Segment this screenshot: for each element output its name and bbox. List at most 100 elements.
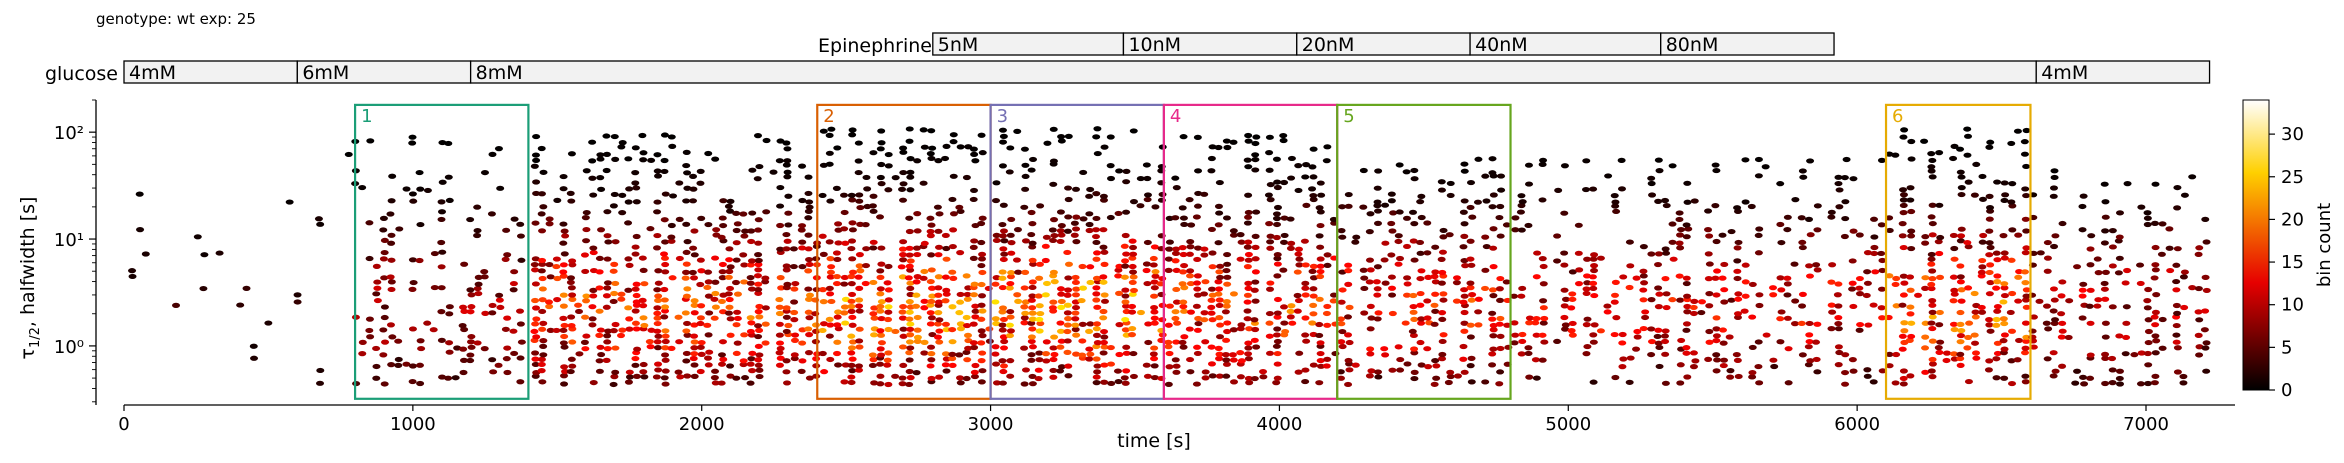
- hexbin-cell: [2173, 310, 2182, 316]
- hexbin-cell: [761, 279, 770, 285]
- hexbin-cell: [1488, 362, 1497, 368]
- hexbin-cell: [934, 285, 943, 291]
- hexbin-cell: [1899, 192, 1908, 198]
- hexbin-cell: [1791, 197, 1800, 203]
- hexbin-cell: [1323, 262, 1332, 269]
- hexbin-cell: [1323, 144, 1332, 150]
- hexbin-cell: [1007, 240, 1016, 246]
- hexbin-cell: [2014, 298, 2023, 304]
- hexbin-cell: [1705, 291, 1714, 297]
- hexbin-cell: [236, 302, 245, 308]
- hexbin-cell: [633, 346, 642, 352]
- hexbin-cell: [631, 170, 640, 176]
- hexbin-cell: [682, 162, 691, 169]
- hexbin-cell: [1511, 215, 1520, 221]
- hexbin-cell: [502, 356, 511, 362]
- hexbin-cell: [610, 133, 619, 140]
- hexbin-cell: [1308, 186, 1317, 192]
- hexbin-cell: [725, 257, 734, 263]
- hexbin-cell: [1036, 310, 1045, 317]
- hexbin-cell: [1243, 157, 1252, 163]
- hexbin-cell: [1870, 216, 1879, 222]
- hexbin-cell: [1855, 327, 1864, 333]
- hexbin-cell: [1063, 302, 1072, 308]
- hexbin-cell: [739, 211, 748, 217]
- hexbin-cell: [1813, 321, 1822, 327]
- hexbin-cell: [818, 233, 827, 239]
- hexbin-cell: [1416, 302, 1425, 308]
- hexbin-cell: [2201, 274, 2210, 280]
- hexbin-cell: [1489, 346, 1498, 352]
- hexbin-cell: [1641, 314, 1650, 321]
- hexbin-cell: [1524, 162, 1533, 168]
- hexbin-cell: [604, 239, 613, 245]
- hexbin-cell: [1171, 215, 1180, 221]
- hexbin-cell: [791, 332, 800, 338]
- hexbin-cell: [1741, 157, 1750, 163]
- hexbin-cell: [1733, 245, 1742, 251]
- hexbin-cell: [1107, 175, 1116, 182]
- hexbin-cell: [1661, 351, 1670, 357]
- hexbin-cell: [992, 197, 1001, 204]
- hexbin-cell: [941, 232, 950, 239]
- hexbin-cell: [595, 285, 604, 291]
- hexbin-cell: [1079, 169, 1088, 176]
- hexbin-cell: [1251, 298, 1260, 304]
- hexbin-cell: [848, 314, 857, 320]
- hexbin-cell: [2143, 215, 2152, 221]
- hexbin-cell: [402, 186, 411, 192]
- hexbin-cell: [474, 290, 483, 297]
- hexbin-cell: [1553, 258, 1562, 264]
- hexbin-cell: [387, 362, 396, 368]
- hexbin-cell: [1906, 274, 1915, 280]
- hexbin-cell: [1560, 314, 1569, 321]
- hexbin-cell: [1021, 269, 1030, 275]
- x-ticks: 0 1000 2000 3000 4000 5000 6000 7000: [118, 405, 2169, 435]
- hexbin-cell: [1078, 352, 1087, 358]
- hexbin-cell: [847, 333, 856, 339]
- hexbin-cell: [1013, 128, 1022, 134]
- hexbin-cell: [1142, 267, 1151, 274]
- hexbin-cell: [467, 304, 476, 310]
- hexbin-cell: [1000, 338, 1009, 345]
- hexbin-cell: [1028, 279, 1037, 285]
- hexbin-cell: [725, 296, 734, 303]
- hexbin-cell: [690, 322, 699, 328]
- hexbin-cell: [746, 380, 755, 386]
- hexbin-cell: [1964, 378, 1973, 385]
- hexbin-cell: [1279, 137, 1288, 144]
- hexbin-cell: [1366, 351, 1375, 357]
- hexbin-cell: [2100, 280, 2109, 287]
- hexbin-cell: [1365, 279, 1374, 285]
- hexbin-cell: [978, 256, 987, 262]
- hexbin-cell: [501, 256, 510, 262]
- hexbin-cell: [1360, 275, 1369, 281]
- hexbin-cell: [430, 250, 439, 257]
- hexbin-cell: [1222, 357, 1231, 363]
- y-tick-label: 10⁰: [54, 337, 84, 358]
- hexbin-cell: [754, 362, 763, 368]
- hexbin-cell: [840, 192, 849, 198]
- hexbin-cell: [1590, 263, 1599, 269]
- hexbin-cell: [2049, 373, 2058, 379]
- hexbin-cell: [1194, 320, 1203, 327]
- hexbin-cell: [1129, 251, 1138, 257]
- hexbin-cell: [1856, 321, 1865, 328]
- hexbin-cell: [394, 338, 403, 344]
- hexbin-cell: [905, 357, 914, 363]
- hexbin-cell: [1063, 322, 1072, 328]
- hexbin-cell: [1005, 285, 1014, 291]
- hexbin-cell: [1100, 298, 1109, 304]
- hexbin-cell: [1524, 345, 1533, 351]
- hexbin-cell: [854, 158, 863, 164]
- hexbin-cell: [935, 374, 944, 380]
- hexbin-cell: [2020, 139, 2029, 145]
- hexbin-cell: [1129, 128, 1138, 134]
- hexbin-cell: [926, 228, 935, 235]
- hexbin-cell: [2029, 250, 2038, 256]
- hexbin-cell: [2108, 304, 2117, 310]
- hexbin-cell: [1712, 167, 1721, 174]
- hexbin-cell: [1079, 285, 1088, 291]
- hexbin-cell: [2015, 337, 2024, 344]
- hexbin-cell: [782, 369, 791, 375]
